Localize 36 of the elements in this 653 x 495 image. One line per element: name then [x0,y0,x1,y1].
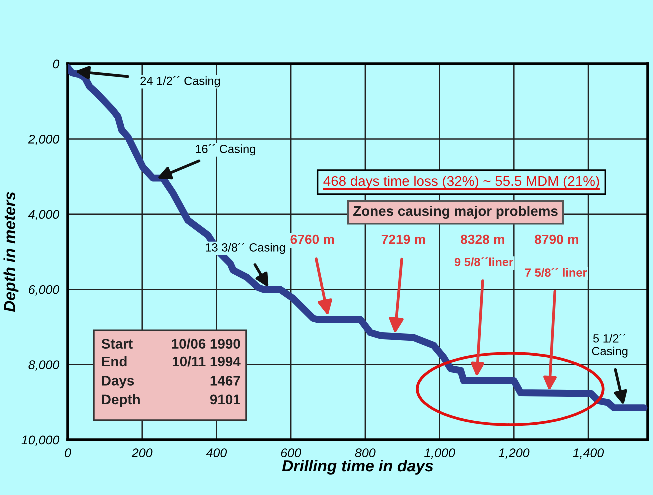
x-tick-label: 800 [355,448,376,458]
x-tick-label: 1,000 [424,448,456,459]
annotation: 10/06 1990 [172,338,240,350]
x-tick-label: 600 [281,448,302,458]
annotation: Start [102,339,133,349]
annotation: 7219 m [382,234,426,244]
x-tick-label: 1,400 [573,448,604,459]
annotation: 8328 m [460,234,504,244]
annotation: 6760 m [290,234,334,244]
annotation: 468 days time loss (32%) ~ 55.5 MDM (21%) [324,176,600,189]
x-tick-label: 400 [206,448,228,458]
y-tick-label: 6,000 [29,285,60,296]
annotation: 24 1/2´´ Casing [140,76,220,88]
annotation: 7 5/8´´ liner [526,268,588,278]
annotation: 16´´ Casing [196,144,256,156]
annotation: 5 1/2´´ Casing [592,334,628,358]
annotation: 9 5/8´´liner [454,258,514,267]
y-tick-label: 10,000 [22,436,60,446]
annotation: 10/11 1994 [173,356,241,367]
annotation: 9101 [210,394,240,405]
y-tick-label: 4,000 [28,210,60,221]
x-tick-label: 0 [65,448,72,458]
y-tick-label: 0 [53,60,60,69]
annotation: 1467 [210,376,240,386]
x-axis-title: Drilling time in days [282,460,434,475]
x-tick-label: 200 [132,448,153,458]
annotation: Days [102,376,134,389]
annotation: 8790 m [534,234,578,244]
annotation: 13 3/8´´ Casing [206,243,286,254]
annotation: Zones causing major problems [354,206,558,220]
y-tick-label: 8,000 [28,360,60,371]
y-axis-title: Depth in meters [4,192,19,312]
annotation: Depth [102,394,140,408]
x-tick-label: 1,200 [498,448,530,459]
y-tick-label: 2,000 [28,135,60,146]
annotation: End [102,356,127,367]
